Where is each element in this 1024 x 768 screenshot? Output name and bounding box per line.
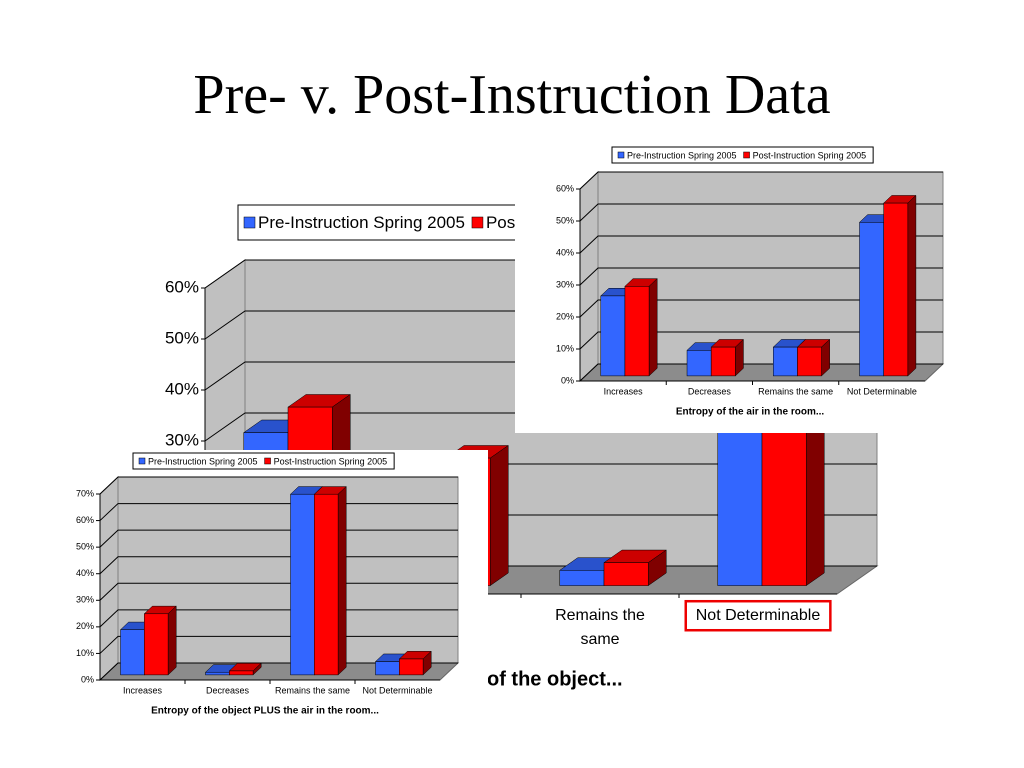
y-tick-label: 20% [556,311,574,321]
bar [624,286,650,377]
y-tick-label: 30% [165,430,199,449]
legend-label: Post-Instruction Spring 2005 [753,150,867,160]
bar [773,346,798,377]
bar [120,629,145,676]
bar [399,658,424,676]
y-tick-label: 0% [561,375,574,385]
bar-side [337,485,347,676]
chart: 0% 10% 20% 30% 40% 50% 60% Increases Decreases Re… [515,145,945,433]
bar [314,493,339,676]
bar-side [167,605,177,676]
x-tick-label: Not Determinable [696,607,821,624]
x-tick-label: Remains the same [758,386,833,396]
bar-side [907,194,917,377]
bar [375,661,400,676]
bar [603,562,649,586]
bar-side [489,445,509,587]
bar [229,670,254,676]
y-tick-label: 0% [81,674,94,684]
slide-title: Pre- v. Post-Instruction Data [193,64,830,126]
x-axis-label: Entropy of the object PLUS the air in th… [151,706,379,717]
x-axis-label: Entropy of the air in the room... [676,407,825,418]
y-tick-label: 10% [76,648,94,658]
bar [144,613,169,676]
legend-label: Pre-Instruction Spring 2005 [148,456,258,466]
grid-line [579,203,943,222]
legend-swatch [617,151,625,159]
x-tick-label: Decreases [206,685,250,695]
y-tick-label: 60% [556,183,574,193]
y-tick-label: 30% [76,595,94,605]
x-tick-label-line: same [580,631,619,648]
grid-line [579,235,943,254]
x-tick-label: Not Determinable [362,685,432,695]
legend-swatch [743,151,750,159]
y-tick-label: 40% [556,247,574,257]
x-axis-label: of the object... [487,668,623,690]
y-tick-label: 30% [556,279,574,289]
y-tick-label: 50% [76,542,94,552]
y-tick-label: 70% [76,488,94,498]
x-tick-label: Remains the same [555,607,645,648]
grid-line [579,299,943,318]
x-tick-label: Decreases [688,386,732,396]
x-tick-label: Not Determinable [847,386,917,396]
bar [859,222,884,377]
bar [797,346,822,377]
y-tick-label: 40% [76,568,94,578]
chart: 0% 10% 20% 30% 40% 50% 60% 70% Increases Decrease… [55,450,488,728]
x-tick-label-line: Remains the [555,607,645,624]
bar [290,493,315,676]
y-tick-label: 10% [556,343,574,353]
x-tick-label: Increases [604,386,644,396]
bar [710,346,736,377]
legend-swatch [264,457,271,465]
grid-line [579,171,943,190]
legend-label: Pre-Instruction Spring 2005 [627,150,737,160]
bar [205,671,230,676]
x-tick-label: Increases [123,685,163,695]
legend-box [611,146,874,164]
legend-label: Pre-Instruction Spring 2005 [258,213,465,232]
grid-line [579,331,943,350]
grid-line [99,476,458,495]
y-tick-label: 60% [165,277,199,296]
bar [686,350,712,377]
y-tick-label: 50% [165,328,199,347]
y-tick-label: 40% [165,379,199,398]
legend-box [132,452,395,470]
legend-swatch [471,216,484,229]
legend-swatch [243,216,256,229]
highlight-box [684,599,832,632]
legend-swatch [138,457,146,465]
y-tick-label: 60% [76,515,94,525]
bar-side [648,278,658,377]
grid-line [579,267,943,286]
legend-label: Post-Instruction Spring 2005 [274,456,388,466]
bar [883,202,909,377]
y-tick-label: 50% [556,215,574,225]
bar [600,295,626,377]
bar [559,570,605,586]
side-wall [99,475,119,682]
y-tick-label: 20% [76,621,94,631]
x-tick-label: Remains the same [275,685,350,695]
